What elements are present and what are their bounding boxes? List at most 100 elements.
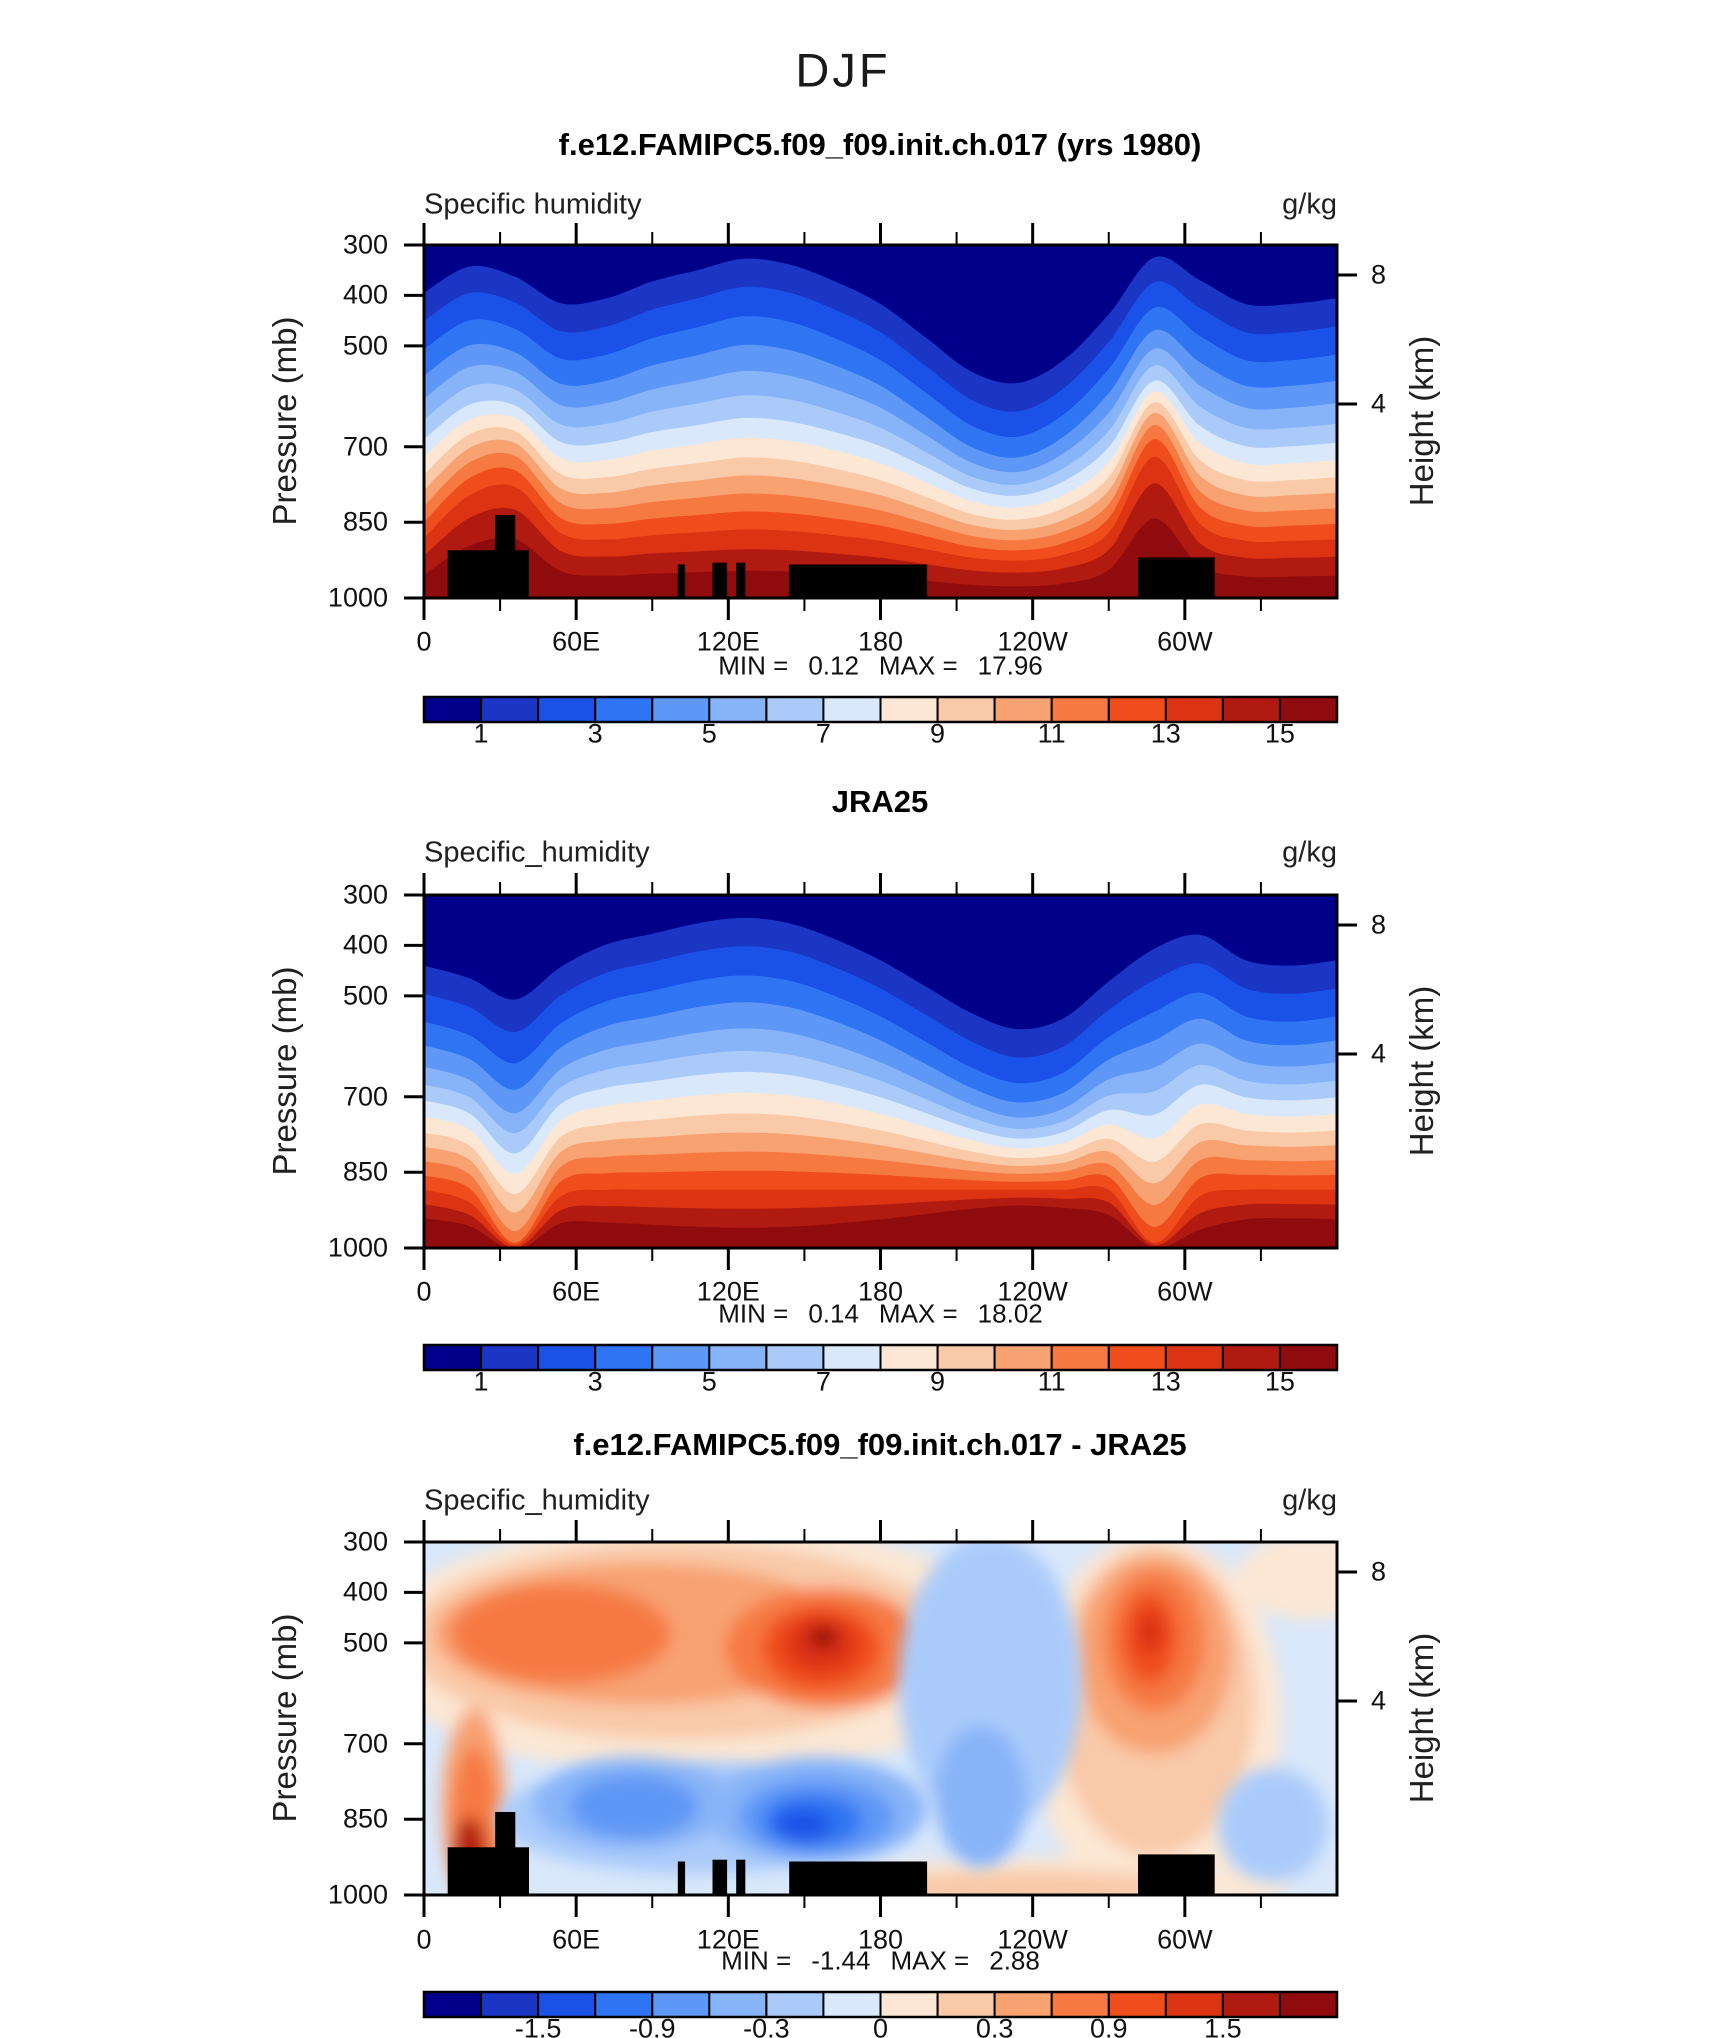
colorbar-tick-label: 5 (701, 718, 717, 749)
panel2-field-label: Specific_humidity (424, 836, 650, 869)
panel1-field-label: Specific humidity (424, 188, 642, 221)
x-tick-label: 180 (857, 626, 904, 657)
x-tick-label: 60W (1157, 626, 1213, 657)
max-value: 18.02 (977, 1298, 1043, 1329)
panel2-height-axis-label: Height (km) (1403, 985, 1440, 1157)
colorbar-tick-label: 9 (930, 718, 946, 749)
colorbar-tick-label: 9 (930, 1366, 946, 1397)
colorbar-tick-label: 0 (872, 2013, 889, 2038)
x-tick-label: 120E (696, 1924, 760, 1955)
colorbar-tick-label: 1 (473, 718, 489, 749)
pressure-tick-label: 300 (342, 229, 388, 260)
pressure-tick-label: 850 (342, 1803, 388, 1834)
colorbar-tick-label: 5 (701, 1366, 717, 1397)
height-tick-label: 8 (1371, 909, 1387, 940)
pressure-tick-label: 500 (342, 330, 388, 361)
pressure-tick-label: 500 (342, 1627, 388, 1658)
panel2-field (424, 895, 1337, 1248)
colorbar-tick-label: 7 (815, 1366, 831, 1397)
min-label: MIN = (721, 1945, 792, 1976)
panel1-pressure-axis-label: Pressure (mb) (266, 316, 303, 526)
min-value: 0.12 (808, 650, 859, 681)
pressure-tick-label: 700 (342, 1728, 388, 1759)
x-tick-label: 180 (857, 1924, 904, 1955)
panel3-minmax: MIN = -1.44 MAX = 2.88 (424, 1946, 1337, 1977)
pressure-tick-label: 1000 (327, 582, 388, 613)
x-tick-label: 0 (416, 1276, 432, 1307)
panel3-height-axis-label: Height (km) (1403, 1632, 1440, 1804)
x-tick-label: 0 (416, 626, 432, 657)
pressure-tick-label: 300 (342, 879, 388, 910)
panel2-minmax: MIN = 0.14 MAX = 18.02 (424, 1299, 1337, 1330)
x-tick-label: 120E (696, 1276, 760, 1307)
colorbar-tick-label: 11 (1037, 718, 1066, 749)
height-tick-label: 4 (1371, 1685, 1387, 1716)
height-tick-label: 4 (1371, 388, 1387, 419)
min-value: 0.14 (808, 1298, 859, 1329)
colorbar-tick-label: 11 (1037, 1366, 1066, 1397)
max-value: 2.88 (989, 1945, 1040, 1976)
panel2-title: JRA25 (831, 784, 929, 819)
x-tick-label: 60E (552, 1276, 601, 1307)
x-tick-label: 60W (1157, 1276, 1213, 1307)
colorbar-tick-label: 0.9 (1089, 2013, 1128, 2038)
colorbar-tick-label: 1 (473, 1366, 489, 1397)
colorbar-tick-label: 15 (1264, 718, 1295, 749)
colorbar-tick-label: 15 (1264, 1366, 1295, 1397)
pressure-tick-label: 400 (342, 1576, 388, 1607)
x-tick-label: 120W (997, 1924, 1068, 1955)
season-title: DJF (795, 43, 891, 97)
pressure-tick-label: 400 (342, 279, 388, 310)
colorbar-tick-label: -0.9 (628, 2013, 676, 2038)
panel1-height-axis-label: Height (km) (1403, 335, 1440, 507)
min-value: -1.44 (811, 1945, 871, 1976)
height-tick-label: 8 (1371, 259, 1387, 290)
min-label: MIN = (718, 1298, 789, 1329)
x-tick-label: 60E (552, 1924, 601, 1955)
x-tick-label: 0 (416, 1924, 432, 1955)
colorbar-tick-label: 3 (587, 718, 603, 749)
panel1-units-label: g/kg (1282, 188, 1337, 221)
colorbar-tick-label: 7 (815, 718, 831, 749)
pressure-tick-label: 700 (342, 1081, 388, 1112)
colorbar-tick-label: 1.5 (1204, 2013, 1242, 2038)
panel1-minmax: MIN = 0.12 MAX = 17.96 (424, 651, 1337, 682)
panel1-field (424, 245, 1337, 598)
x-tick-label: 60E (552, 626, 601, 657)
colorbar-tick-label: 13 (1150, 1366, 1181, 1397)
colorbar-tick-label: -0.3 (743, 2013, 790, 2038)
max-value: 17.96 (977, 650, 1043, 681)
x-tick-label: 120W (997, 1276, 1068, 1307)
pressure-tick-label: 700 (342, 431, 388, 462)
colorbar-tick-label: 0.3 (975, 2013, 1014, 2038)
height-tick-label: 8 (1371, 1556, 1387, 1587)
pressure-tick-label: 850 (342, 506, 388, 537)
pressure-tick-label: 850 (342, 1156, 388, 1187)
min-label: MIN = (718, 650, 789, 681)
pressure-tick-label: 1000 (327, 1879, 388, 1910)
pressure-tick-label: 400 (342, 929, 388, 960)
max-label: MAX = (878, 650, 958, 681)
colorbar-tick-label: 3 (587, 1366, 603, 1397)
colorbar-tick-label: -1.5 (514, 2013, 562, 2038)
x-tick-label: 120W (997, 626, 1068, 657)
panel3-title: f.e12.FAMIPC5.f09_f09.init.ch.017 - JRA2… (573, 1427, 1187, 1462)
x-tick-label: 120E (696, 626, 760, 657)
height-tick-label: 4 (1371, 1038, 1387, 1069)
colorbar-tick-label: 13 (1150, 718, 1181, 749)
x-tick-label: 60W (1157, 1924, 1213, 1955)
panel2-pressure-axis-label: Pressure (mb) (266, 966, 303, 1176)
panel3-field (424, 1542, 1337, 1895)
x-tick-label: 180 (857, 1276, 904, 1307)
panel3-pressure-axis-label: Pressure (mb) (266, 1613, 303, 1823)
panel3-units-label: g/kg (1282, 1484, 1337, 1517)
max-label: MAX = (890, 1945, 970, 1976)
pressure-tick-label: 500 (342, 980, 388, 1011)
pressure-tick-label: 1000 (327, 1232, 388, 1263)
pressure-tick-label: 300 (342, 1526, 388, 1557)
panel1-title: f.e12.FAMIPC5.f09_f09.init.ch.017 (yrs 1… (558, 127, 1202, 162)
panel2-units-label: g/kg (1282, 836, 1337, 869)
max-label: MAX = (878, 1298, 958, 1329)
